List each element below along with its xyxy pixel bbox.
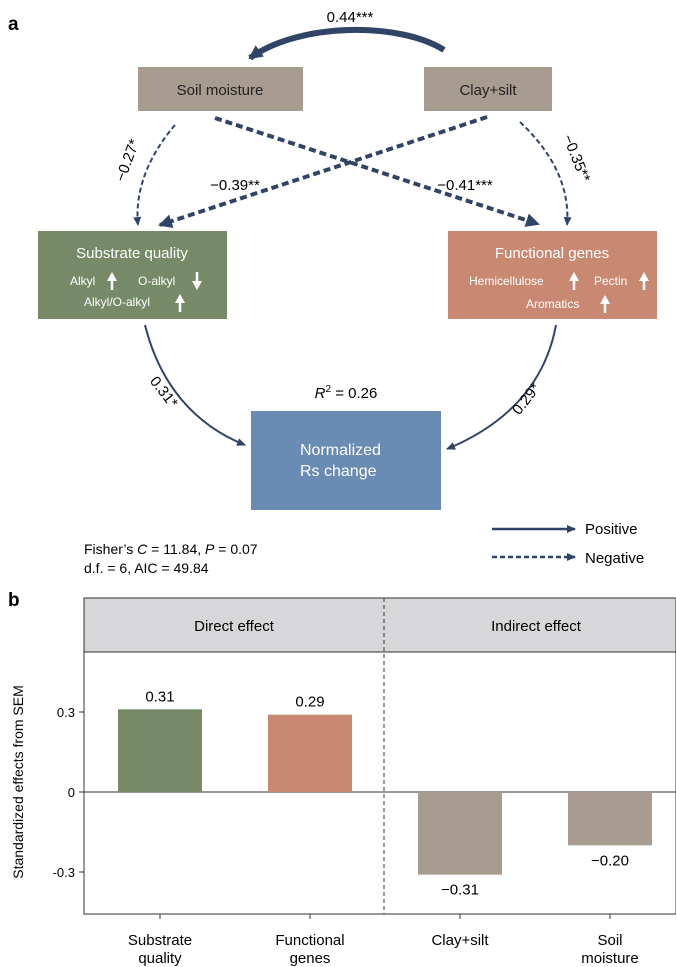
x-tick-label: Functional (275, 932, 344, 949)
node-soil-moisture (138, 67, 303, 111)
indirect-effect-header: Indirect effect (491, 618, 582, 635)
path-label-soil-to-substrate: −0.27* (112, 137, 143, 184)
bar-value-label: 0.29 (295, 694, 324, 711)
bar (268, 714, 352, 792)
substrate-item-o-alkyl: O-alkyl (138, 274, 175, 288)
path-label-clay-to-soil: 0.44*** (327, 9, 374, 26)
fit-statistics-line2: d.f. = 6, AIC = 49.84 (84, 560, 209, 576)
node-rs-line2: Rs change (300, 463, 377, 480)
bar (568, 792, 652, 846)
arrow-clay-to-genes (519, 121, 572, 226)
node-functional-genes (448, 231, 657, 319)
panel-a-label: a (8, 14, 19, 35)
x-tick-label: genes (290, 950, 331, 967)
arrow-soil-to-genes (214, 116, 540, 227)
bar (118, 709, 202, 792)
arrow-soil-to-substrate (133, 124, 176, 226)
bar (418, 792, 502, 875)
up-arrow-icon (569, 272, 579, 290)
node-substrate-quality (38, 231, 227, 319)
legend: Positive Negative (492, 521, 644, 567)
fit-statistics-line1: Fisher’s C = 11.84, P = 0.07 (84, 541, 258, 557)
up-arrow-icon (107, 272, 117, 290)
r-squared: R2 = 0.26 (315, 384, 378, 402)
bar-value-label: −0.31 (441, 882, 479, 899)
arrow-substrate-to-rs (144, 324, 246, 446)
legend-negative-label: Negative (585, 550, 644, 567)
x-tick-label: Soil (597, 932, 622, 949)
down-arrow-icon (192, 272, 202, 290)
genes-item-hemicellulose: Hemicellulose (469, 274, 544, 288)
up-arrow-icon (600, 295, 610, 313)
up-arrow-icon (639, 272, 649, 290)
node-genes-title: Functional genes (495, 245, 609, 262)
node-clay-silt (424, 67, 552, 111)
node-normalized-rs (251, 411, 441, 510)
y-axis-title: Standardized effects from SEM (10, 685, 26, 879)
y-tick-label: -0.3 (53, 865, 75, 880)
arrow-genes-to-rs (446, 324, 557, 450)
path-label-soil-to-genes: −0.41*** (437, 177, 493, 194)
effect-header-band (83, 597, 676, 653)
x-tick-label: Substrate (128, 932, 192, 949)
arrow-clay-to-soil (248, 26, 446, 61)
node-substrate-title: Substrate quality (76, 245, 188, 262)
x-tick-label: Clay+silt (431, 932, 489, 949)
path-label-genes-to-rs: 0.29* (509, 380, 544, 418)
bar-value-label: 0.31 (145, 688, 174, 705)
y-tick-label: 0.3 (57, 705, 75, 720)
bar-value-label: −0.20 (591, 852, 629, 869)
legend-positive-label: Positive (585, 521, 638, 538)
genes-item-aromatics: Aromatics (526, 297, 579, 311)
node-rs-line1: Normalized (300, 442, 381, 459)
x-tick-label: quality (138, 950, 182, 967)
arrow-clay-to-substrate (158, 115, 488, 228)
path-label-clay-to-substrate: −0.39** (210, 177, 260, 194)
path-label-clay-to-genes: −0.35** (559, 132, 593, 185)
node-soil-moisture-label: Soil moisture (177, 82, 264, 99)
genes-item-pectin: Pectin (594, 274, 627, 288)
direct-effect-header: Direct effect (194, 618, 275, 635)
up-arrow-icon (175, 294, 185, 312)
panel-b-label: b (8, 590, 20, 611)
y-tick-label: 0 (68, 785, 75, 800)
substrate-item-ratio: Alkyl/O-alkyl (84, 295, 150, 309)
x-tick-label: moisture (581, 950, 639, 967)
node-clay-silt-label: Clay+silt (459, 82, 517, 99)
substrate-item-alkyl: Alkyl (70, 274, 95, 288)
